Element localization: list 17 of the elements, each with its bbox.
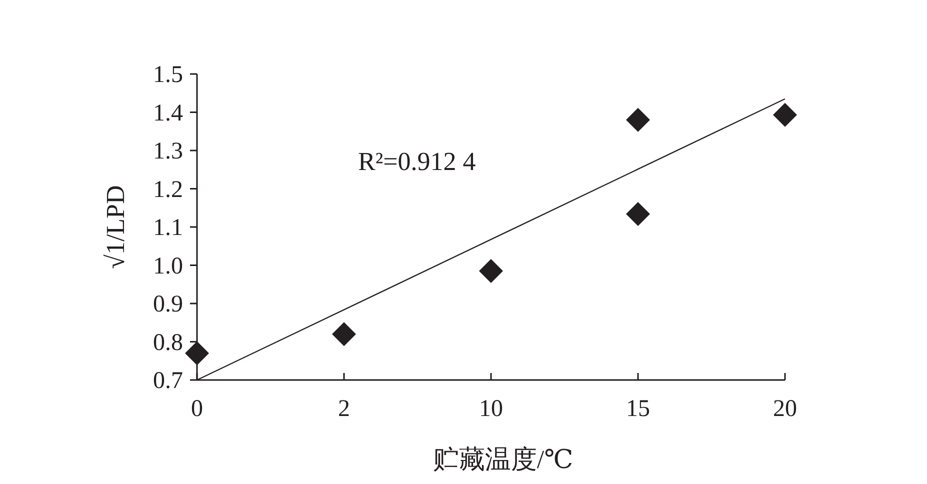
x-tick-label: 20 bbox=[773, 396, 797, 422]
y-tick-label: 0.8 bbox=[153, 330, 183, 356]
y-tick-label: 1.5 bbox=[153, 62, 183, 88]
annotation: R²=0.912 4 bbox=[358, 147, 476, 176]
y-tick-label: 1.3 bbox=[153, 138, 183, 164]
y-axis-title: √1/LPD bbox=[101, 185, 130, 269]
x-tick-label: 0 bbox=[191, 396, 203, 422]
x-axis-title: 贮藏温度/℃ bbox=[432, 445, 574, 474]
x-tick-label: 15 bbox=[626, 396, 650, 422]
y-tick-label: 1.4 bbox=[153, 100, 183, 126]
y-tick-label: 1.1 bbox=[153, 215, 183, 241]
y-tick-label: 0.7 bbox=[153, 368, 183, 394]
y-tick-label: 1.2 bbox=[153, 176, 183, 203]
y-tick-label: 1.0 bbox=[153, 253, 183, 280]
y-tick-label: 0.9 bbox=[153, 292, 183, 318]
x-tick-label: 10 bbox=[479, 396, 503, 422]
x-tick-label: 2 bbox=[338, 396, 350, 422]
